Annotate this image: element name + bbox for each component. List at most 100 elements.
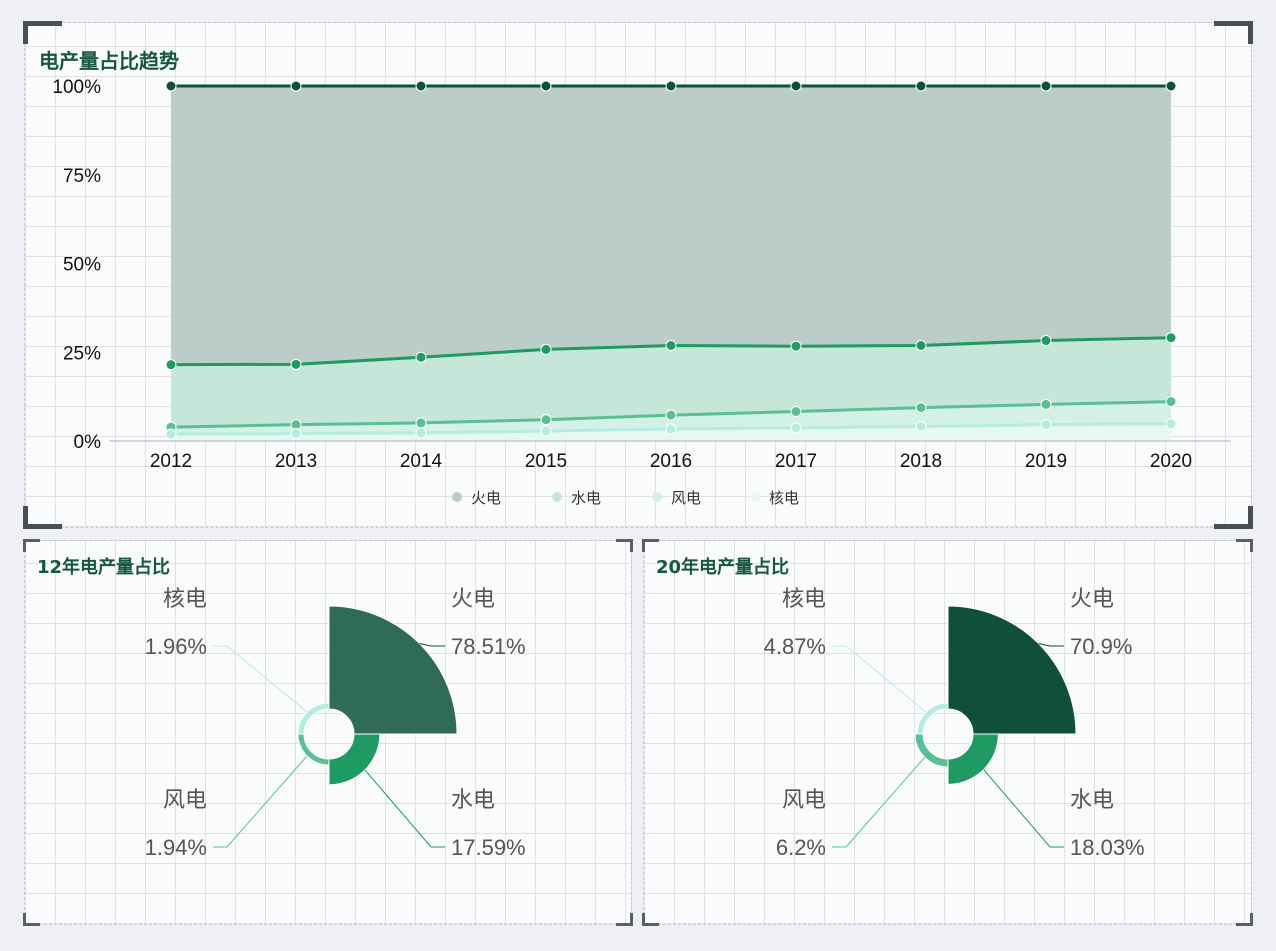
- pie-panel-2020: 20年电产量占比 火电 70.9% 水电 18.03% 风电 6.2% 核电 4.87%: [642, 539, 1253, 926]
- hydro-slice-name: 水电: [1070, 788, 1114, 813]
- hydro-label-leader: [364, 769, 445, 848]
- hydro-data-point: [415, 351, 427, 363]
- nuclear-label-leader: [832, 645, 927, 713]
- hydro-label-leader: [983, 769, 1064, 848]
- hydro-data-point: [540, 343, 552, 355]
- nuclear-data-point: [290, 428, 302, 440]
- wind-data-point: [665, 409, 677, 421]
- corner-decoration: [642, 539, 659, 552]
- corner-decoration: [1214, 21, 1253, 44]
- nuclear-data-point: [665, 423, 677, 435]
- hydro-slice-value: 18.03%: [1070, 835, 1145, 860]
- x-tick-label: 2020: [1150, 451, 1192, 472]
- wind-data-point: [540, 414, 552, 426]
- thermal-slice-value: 78.51%: [451, 634, 526, 659]
- thermal-label-leader: [1038, 643, 1064, 647]
- y-tick-label: 25%: [63, 343, 101, 364]
- legend-label: 水电: [571, 489, 601, 507]
- wind-data-point: [415, 417, 427, 429]
- thermal-data-point: [1040, 80, 1052, 92]
- x-tick-label: 2014: [400, 451, 443, 472]
- thermal-data-point: [165, 80, 177, 92]
- pie-title-2012: 12年电产量占比: [37, 557, 171, 578]
- corner-decoration: [1236, 913, 1253, 926]
- y-tick-label: 50%: [63, 255, 101, 276]
- hydro-data-point: [290, 358, 302, 370]
- legend-swatch: [552, 492, 562, 502]
- wind-data-point: [790, 406, 802, 418]
- trend-chart-title: 电产量占比趋势: [39, 49, 179, 73]
- thermal-data-point: [1165, 80, 1177, 92]
- corner-decoration: [23, 913, 40, 926]
- y-tick-label: 100%: [52, 77, 101, 98]
- hydro-data-point: [915, 340, 927, 352]
- hydro-slice-value: 17.59%: [451, 835, 526, 860]
- hydro-data-point: [790, 340, 802, 352]
- wind-slice-value: 1.94%: [145, 835, 207, 860]
- rose-chart-2020: 火电 70.9% 水电 18.03% 风电 6.2% 核电 4.87%: [764, 587, 1145, 860]
- legend-swatch: [750, 492, 760, 502]
- x-tick-label: 2018: [900, 451, 942, 472]
- pie-panel-2012: 12年电产量占比 火电 78.51% 水电 17.59% 风电 1.94% 核电 1.96%: [23, 539, 633, 926]
- nuclear-data-point: [790, 422, 802, 434]
- nuclear-data-point: [540, 425, 552, 437]
- corner-decoration: [23, 506, 62, 529]
- legend-label: 火电: [471, 489, 501, 507]
- x-tick-label: 2015: [525, 451, 567, 472]
- thermal-data-point: [415, 80, 427, 92]
- nuclear-label-leader: [213, 645, 308, 713]
- thermal-slice-value: 70.9%: [1070, 634, 1132, 659]
- hydro-rose-sector: [328, 733, 381, 786]
- legend-swatch: [452, 492, 462, 502]
- y-tick-label: 75%: [63, 166, 101, 187]
- thermal-label-leader: [419, 643, 445, 647]
- hydro-data-point: [665, 340, 677, 352]
- wind-label-leader: [832, 756, 926, 848]
- nuclear-data-point: [165, 428, 177, 440]
- nuclear-slice-name: 核电: [782, 587, 826, 612]
- area-chart: 0% 25% 50% 75% 100% 2012 2013 2014 2015 2016 2017 2…: [52, 77, 1231, 507]
- trend-panel: 电产量占比趋势 0% 25% 50% 75% 100% 2012 2013 2014 2015 2…: [23, 21, 1253, 529]
- x-tick-label: 2016: [650, 451, 692, 472]
- thermal-slice-name: 火电: [451, 587, 495, 612]
- thermal-slice-name: 火电: [1070, 587, 1114, 612]
- x-tick-label: 2019: [1025, 451, 1067, 472]
- rose-chart-2012: 火电 78.51% 水电 17.59% 风电 1.94% 核电 1.96%: [145, 587, 526, 860]
- corner-decoration: [642, 913, 659, 926]
- pie-title-2020: 20年电产量占比: [656, 557, 790, 578]
- wind-label-leader: [213, 755, 308, 848]
- nuclear-data-point: [415, 427, 427, 439]
- thermal-data-point: [665, 80, 677, 92]
- hydro-data-point: [165, 359, 177, 371]
- legend-label: 风电: [671, 489, 701, 507]
- x-tick-label: 2013: [275, 451, 317, 472]
- nuclear-data-point: [1165, 418, 1177, 430]
- corner-decoration: [1236, 539, 1253, 552]
- thermal-data-point: [915, 80, 927, 92]
- nuclear-slice-name: 核电: [163, 587, 207, 612]
- legend-label: 核电: [769, 489, 799, 507]
- wind-data-point: [1165, 396, 1177, 408]
- wind-slice-name: 风电: [163, 788, 207, 813]
- corner-decoration: [616, 539, 633, 552]
- nuclear-rose-sector: [916, 702, 949, 735]
- corner-decoration: [616, 913, 633, 926]
- legend-swatch: [652, 492, 662, 502]
- thermal-area: [171, 86, 1171, 365]
- hydro-data-point: [1165, 332, 1177, 344]
- wind-slice-name: 风电: [782, 788, 826, 813]
- corner-decoration: [23, 539, 40, 552]
- wind-data-point: [1040, 398, 1052, 410]
- x-tick-label: 2012: [150, 451, 192, 472]
- wind-slice-value: 6.2%: [776, 835, 826, 860]
- thermal-rose-sector: [947, 605, 1077, 735]
- thermal-data-point: [790, 80, 802, 92]
- nuclear-rose-sector: [297, 702, 330, 735]
- wind-rose-sector: [914, 733, 949, 768]
- nuclear-slice-value: 4.87%: [764, 634, 826, 659]
- y-tick-label: 0%: [74, 432, 102, 453]
- x-tick-label: 2017: [775, 451, 817, 472]
- hydro-slice-name: 水电: [451, 788, 495, 813]
- nuclear-data-point: [1040, 419, 1052, 431]
- nuclear-slice-value: 1.96%: [145, 634, 207, 659]
